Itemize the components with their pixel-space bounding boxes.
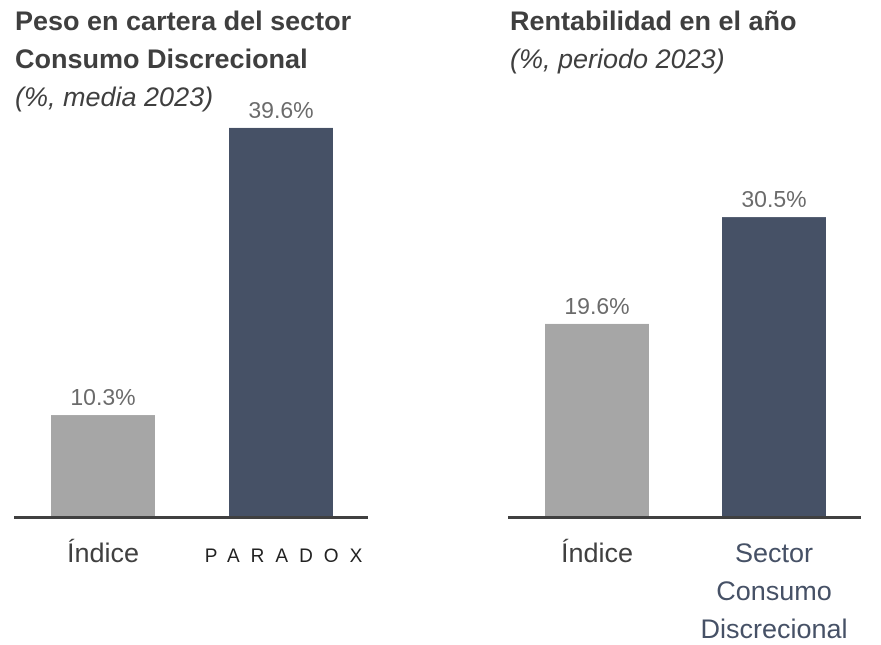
bar-0 xyxy=(545,323,649,516)
bar-chart-portfolio-weight: 10.3% Índice 39.6% PARADOX xyxy=(14,97,374,568)
bar-1 xyxy=(722,217,826,516)
chart-title-line-1: Peso en cartera del sector xyxy=(15,6,352,36)
chart-title-line-2: Consumo Discrecional xyxy=(15,44,308,74)
bar-1 xyxy=(229,127,333,517)
category-label-0: Índice xyxy=(67,538,139,568)
category-label-1-line-1: Consumo xyxy=(716,576,832,606)
chart-title-line-1: Rentabilidad en el año xyxy=(510,6,797,36)
chart-subtitle: (%, media 2023) xyxy=(15,82,214,112)
value-label-1: 39.6% xyxy=(248,97,313,123)
value-label-1: 30.5% xyxy=(741,186,806,212)
category-label-1-line-0: Sector xyxy=(735,538,813,568)
paradox-logo: PARADOX xyxy=(205,546,374,567)
category-label-1-line-2: Discrecional xyxy=(700,614,847,644)
bar-0 xyxy=(51,415,155,516)
bar-chart-annual-return: 19.6% Índice 30.5% Sector Consumo Discreciona… xyxy=(508,186,861,644)
value-label-0: 10.3% xyxy=(70,384,135,410)
value-label-0: 19.6% xyxy=(564,293,629,319)
chart-panel-portfolio-weight: Peso en cartera del sector Consumo Discr… xyxy=(0,0,440,645)
chart-panel-annual-return: Rentabilidad en el año (%, periodo 2023)… xyxy=(440,0,881,645)
chart-subtitle: (%, periodo 2023) xyxy=(510,44,725,74)
category-label-0: Índice xyxy=(561,538,633,568)
